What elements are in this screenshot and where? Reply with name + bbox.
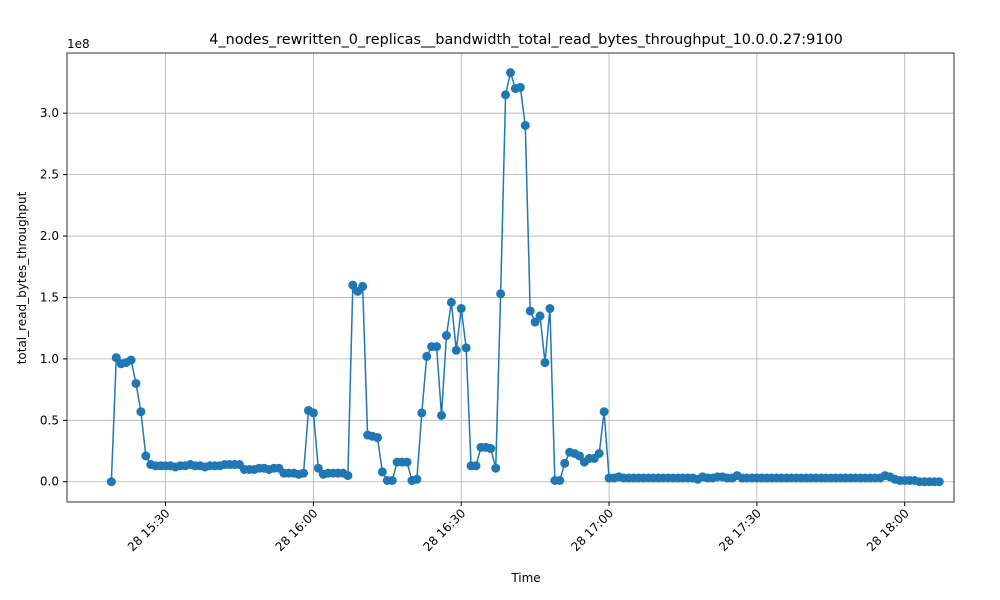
data-point	[486, 444, 496, 454]
data-point	[934, 477, 944, 487]
data-point	[126, 355, 136, 365]
plot-frame	[66, 52, 955, 503]
data-point	[432, 342, 442, 352]
data-point	[437, 410, 447, 420]
data-point	[106, 477, 116, 487]
data-point	[530, 317, 540, 327]
data-point	[456, 304, 466, 314]
data-point	[574, 451, 584, 461]
data-point	[299, 468, 309, 478]
data-point	[343, 471, 353, 481]
y-tick-label: 2.5	[40, 168, 59, 182]
y-tick-label: 3.0	[40, 106, 59, 120]
data-point	[506, 68, 515, 78]
data-point	[525, 306, 535, 316]
y-tick-label: 2.0	[40, 229, 59, 243]
data-point	[560, 458, 570, 468]
data-point	[520, 120, 530, 130]
data-point	[111, 353, 121, 363]
data-point	[496, 289, 506, 299]
data-point	[461, 343, 471, 353]
data-point	[348, 280, 358, 290]
data-point	[417, 408, 427, 418]
data-point	[313, 463, 323, 473]
data-point	[422, 351, 432, 361]
data-point	[446, 297, 456, 307]
data-point	[491, 463, 501, 473]
chart-title: 4_nodes_rewritten_0_replicas__bandwidth_…	[209, 32, 842, 48]
data-point	[372, 433, 382, 443]
y-offset-label: 1e8	[67, 37, 90, 51]
data-point	[387, 476, 397, 486]
data-point	[594, 448, 604, 458]
data-point	[501, 90, 511, 100]
data-point	[441, 331, 451, 341]
data-point	[535, 311, 545, 321]
data-point	[402, 457, 412, 467]
y-tick-label: 1.5	[40, 290, 59, 304]
data-point	[451, 345, 461, 355]
data-point	[599, 407, 609, 417]
data-point	[358, 281, 368, 291]
data-point	[515, 82, 525, 92]
data-point	[545, 304, 555, 314]
y-axis-label: total_read_bytes_throughput	[15, 191, 29, 364]
data-point	[412, 474, 422, 484]
y-tick-label: 0.0	[40, 475, 59, 489]
data-point	[308, 408, 318, 418]
y-tick-label: 1.0	[40, 352, 59, 366]
data-point	[141, 451, 151, 461]
y-tick-label: 0.5	[40, 413, 59, 427]
data-point	[471, 461, 481, 471]
data-point	[540, 358, 550, 368]
data-point	[555, 476, 565, 486]
data-point	[377, 467, 387, 477]
data-point	[131, 378, 141, 388]
data-point	[136, 407, 146, 417]
x-axis-label: Time	[510, 571, 540, 585]
